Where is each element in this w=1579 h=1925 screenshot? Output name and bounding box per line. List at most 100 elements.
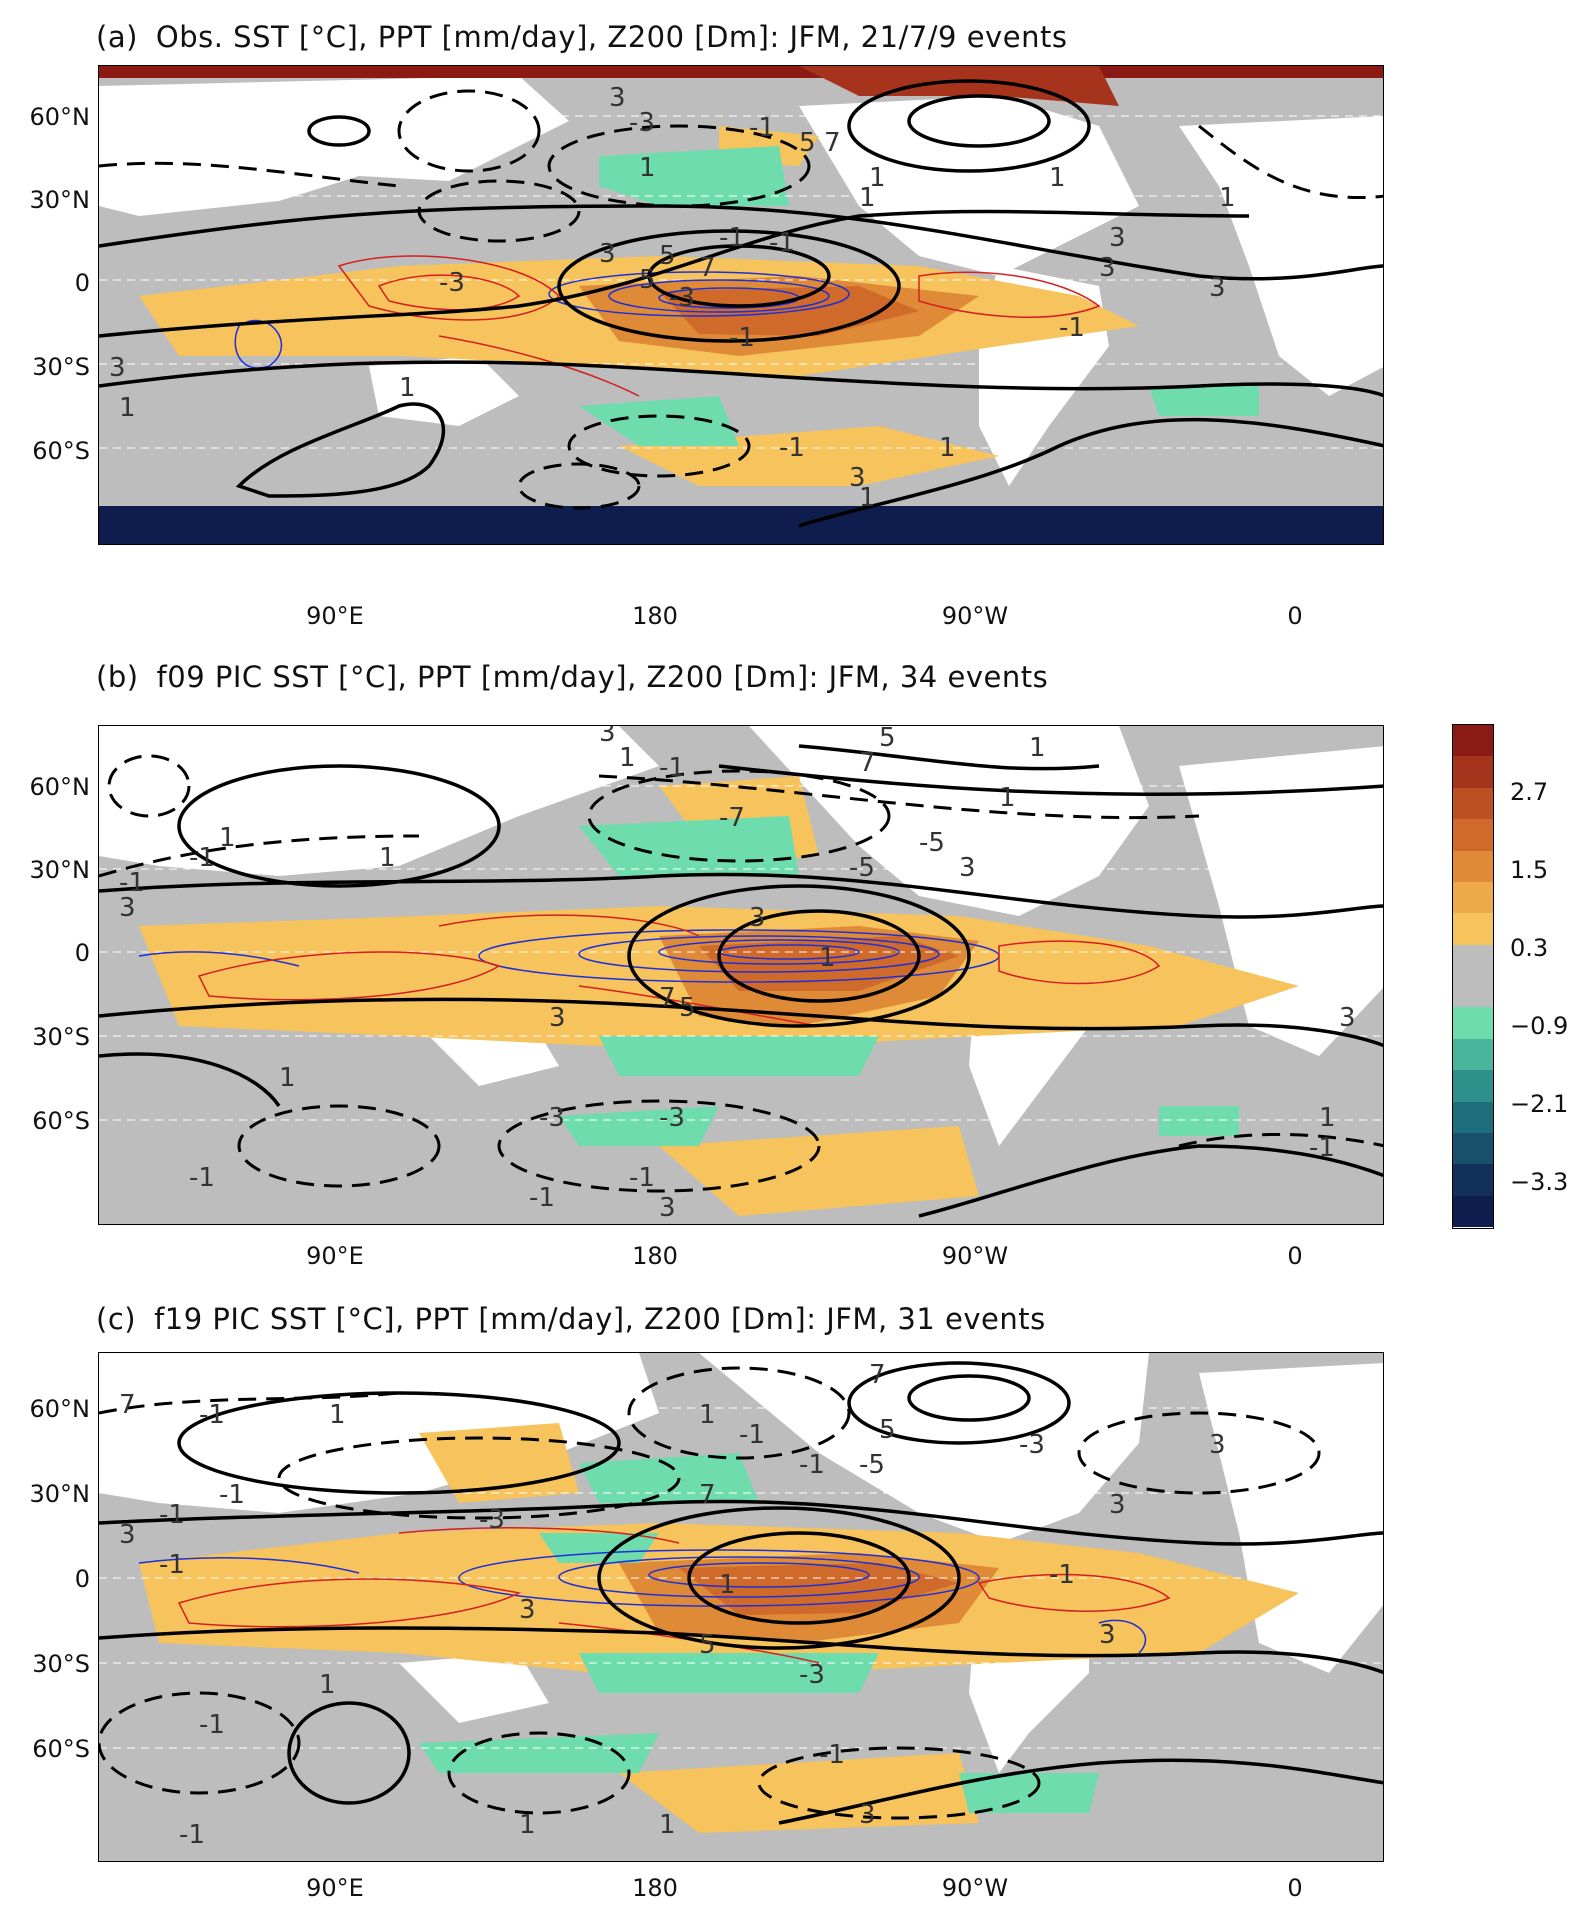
contour-label: 1 — [939, 433, 956, 463]
colorbar-label: 2.7 — [1510, 778, 1549, 806]
contour-label: 1 — [329, 1400, 346, 1430]
colorbar-label: −2.1 — [1510, 1090, 1569, 1118]
contour-label: 1 — [1319, 1103, 1336, 1133]
lon-label: 90°E — [306, 1242, 364, 1270]
contour-label: 3 — [119, 1520, 136, 1550]
contour-label: 7 — [119, 1390, 136, 1420]
lat-label: 0 — [74, 939, 90, 967]
ppt-positive-contours — [138, 1549, 1147, 1654]
sst-cool-shading — [1149, 386, 1259, 416]
lat-label: 30°S — [32, 1650, 90, 1678]
contour-label: 1 — [1049, 163, 1066, 193]
contour-label: 1 — [699, 1400, 716, 1430]
z200-negative-contours — [99, 754, 1383, 1193]
colorbar-swatch — [1453, 1164, 1493, 1196]
land-north-america — [699, 1353, 1149, 1543]
land-africa-europe — [1179, 116, 1383, 396]
contour-label: -1 — [629, 1163, 655, 1193]
contour-label: 5 — [639, 265, 656, 295]
contour-label: 5 — [679, 993, 696, 1023]
land-africa-europe — [1199, 1363, 1383, 1673]
land-australia — [399, 1653, 549, 1723]
contour-label: 5 — [879, 726, 896, 753]
contour-label: 3 — [1099, 1620, 1116, 1650]
sst-cool-shading — [579, 1453, 759, 1503]
contour-label: 7 — [824, 128, 841, 158]
lon-label: 90°W — [941, 602, 1009, 630]
map-panel-c: 7 -1 1 1 -1 -1 -5 5 3 3 7 7 -3 3 -1 -1 -… — [98, 1352, 1384, 1862]
contour-label: -1 — [219, 1480, 245, 1510]
map-svg-a: 3 5 7 1 1 3 5 7 3 1 3 1 3 1 1 1 3 1 1 3 — [99, 66, 1383, 544]
contour-label: -7 — [719, 803, 745, 833]
sst-cool-shading — [579, 1653, 879, 1693]
panel-c: (c) f19 PIC SST [°C], PPT [mm/day], Z200 … — [0, 1302, 1579, 1925]
colorbar-swatch — [1453, 944, 1493, 976]
panel-title: (b) f09 PIC SST [°C], PPT [mm/day], Z200 … — [96, 660, 1048, 694]
lat-label: 60°N — [29, 103, 91, 131]
lon-label: 90°W — [941, 1874, 1009, 1902]
contour-label: 5 — [659, 241, 676, 271]
contour-label: -1 — [739, 1420, 765, 1450]
panel-title-text: f19 PIC SST [°C], PPT [mm/day], Z200 [Dm… — [154, 1302, 1046, 1336]
panel-label: (c) — [96, 1302, 137, 1336]
contour-label: 1 — [399, 373, 416, 403]
contour-label: 7 — [659, 983, 676, 1013]
contour-label: 3 — [519, 1595, 536, 1625]
colorbar-label: −3.3 — [1510, 1168, 1569, 1196]
contour-label: 1 — [1029, 733, 1046, 763]
contour-label: 7 — [699, 253, 716, 283]
lat-label: 60°N — [29, 773, 91, 801]
colorbar-swatch — [1453, 725, 1493, 757]
contour-label: 1 — [859, 183, 876, 213]
contour-label: 3 — [1109, 223, 1126, 253]
lat-label: 60°N — [29, 1395, 91, 1423]
contour-label: 3 — [609, 83, 626, 113]
contour-label: 3 — [599, 726, 616, 748]
panel-label: (b) — [96, 660, 139, 694]
contour-label: -1 — [779, 433, 805, 463]
lat-label: 30°N — [29, 186, 91, 214]
contour-labels: 3 1 -1 1 -1 -1 1 3 -7 -5 -5 3 7 5 1 1 1 … — [119, 726, 1356, 1223]
contour-label: 1 — [1219, 183, 1236, 213]
contour-label: 5 — [879, 1415, 896, 1445]
contour-label: -1 — [529, 1183, 555, 1213]
colorbar-swatch — [1453, 1007, 1493, 1039]
contour-label: -5 — [849, 853, 875, 883]
contour-label: -1 — [189, 1163, 215, 1193]
land-asia — [99, 726, 659, 876]
lat-label: 30°N — [29, 856, 91, 884]
contour-label: -1 — [749, 113, 775, 143]
lat-label: 60°S — [32, 1735, 90, 1763]
contour-label: -1 — [159, 1550, 185, 1580]
z200-positive-contours — [99, 744, 1383, 1218]
contour-label: -3 — [669, 283, 695, 313]
colorbar-swatch — [1453, 1132, 1493, 1165]
contour-label: 1 — [619, 743, 636, 773]
contour-label: 3 — [1109, 1490, 1126, 1520]
sst-cool-shading — [579, 816, 799, 876]
colorbar-label: −0.9 — [1510, 1012, 1569, 1040]
contour-labels: 3 5 7 1 1 3 5 7 3 1 3 1 3 1 1 1 3 1 1 3 — [109, 83, 1236, 513]
arctic-warm-shading — [99, 66, 1383, 78]
contour-label: 1 — [379, 843, 396, 873]
contour-label: 3 — [119, 893, 136, 923]
contour-label: -3 — [1019, 1430, 1045, 1460]
lat-gridlines — [99, 1407, 1383, 1749]
lat-label: 30°N — [29, 1480, 91, 1508]
contour-label: 7 — [699, 1480, 716, 1510]
contour-label: 3 — [109, 353, 126, 383]
map-panel-a: 3 5 7 1 1 3 5 7 3 1 3 1 3 1 1 1 3 1 1 3 — [98, 65, 1384, 545]
contour-label: 1 — [999, 783, 1016, 813]
colorbar-swatch — [1453, 1038, 1493, 1071]
z200-negative-contours — [99, 1366, 1321, 1820]
contour-label: 3 — [959, 853, 976, 883]
lat-gridlines — [99, 785, 1383, 1121]
contour-label: 5 — [799, 128, 816, 158]
contour-label: -3 — [539, 1103, 565, 1133]
contour-label: -1 — [1059, 313, 1085, 343]
land-australia — [369, 356, 519, 426]
contour-label: 7 — [859, 748, 876, 778]
lat-label: 0 — [74, 1565, 90, 1593]
panel-a: (a) Obs. SST [°C], PPT [mm/day], Z200 [Dm… — [0, 20, 1579, 640]
colorbar-swatch — [1453, 913, 1493, 945]
